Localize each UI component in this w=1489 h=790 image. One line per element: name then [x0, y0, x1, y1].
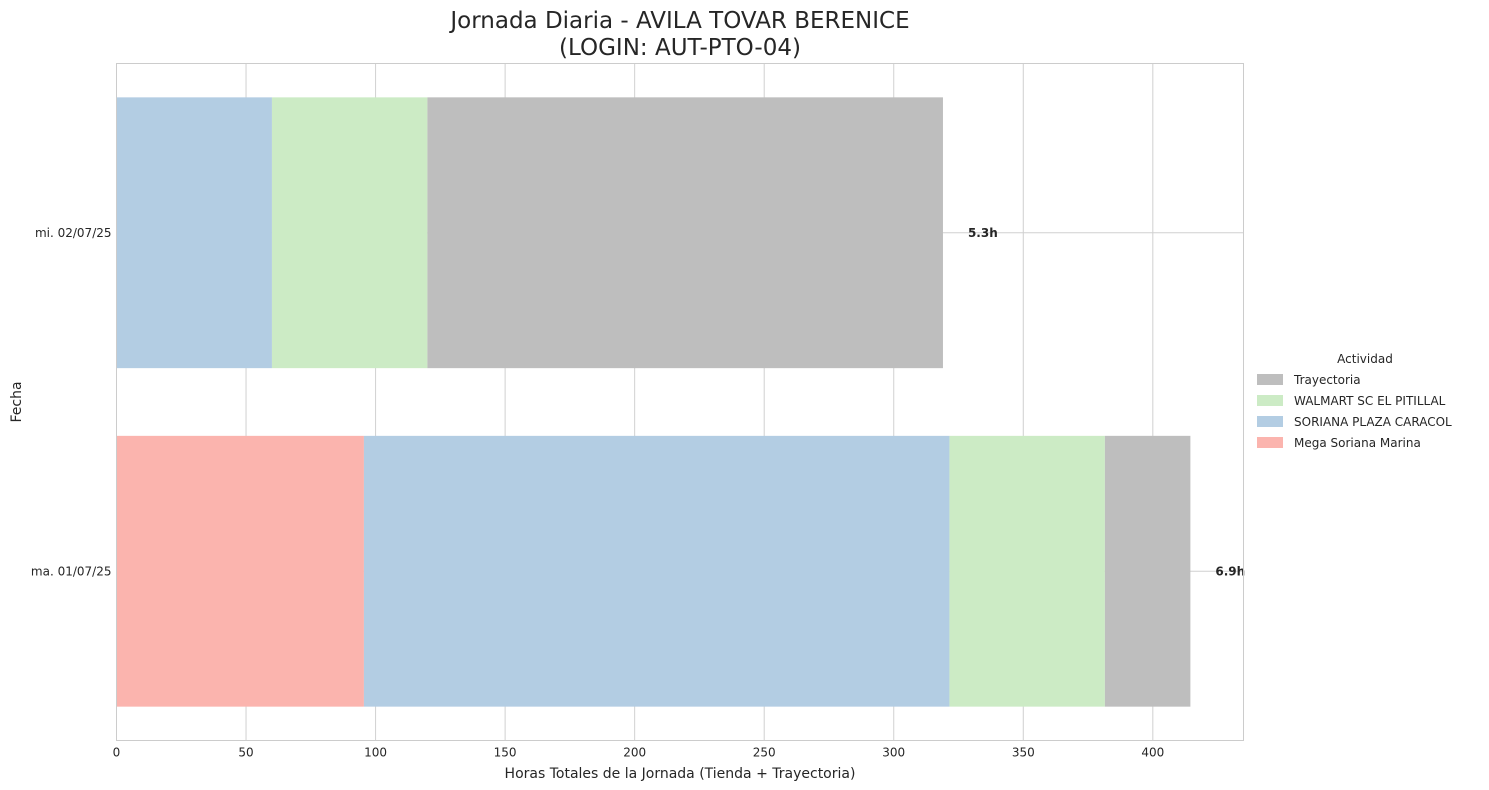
total-labels: 6.9h 5.3h [968, 226, 1245, 579]
bar-total-label: 5.3h [968, 226, 998, 240]
bar-total-label: 6.9h [1215, 564, 1245, 578]
x-tick-label: 150 [494, 746, 517, 760]
bar-soriana-plaza-caracol-1 [116, 97, 272, 369]
plot-frame [116, 63, 1244, 741]
chart-title-line-1: Jornada Diaria - AVILA TOVAR BERENICE [448, 8, 909, 34]
x-tick-label: 400 [1141, 746, 1164, 760]
legend-label: Trayectoria [1293, 373, 1361, 387]
bar-walmart-sc-el-pitillal-0 [949, 435, 1105, 707]
x-tick-label: 0 [113, 746, 121, 760]
bar-walmart-sc-el-pitillal-1 [271, 97, 428, 369]
legend-swatch [1257, 416, 1283, 427]
bar-mega-soriana-marina-0 [116, 435, 364, 707]
x-tick-label: 250 [753, 746, 776, 760]
x-tick-label: 100 [364, 746, 387, 760]
legend-title: Actividad [1337, 352, 1393, 366]
y-tick-label: mi. 02/07/25 [35, 226, 112, 240]
legend-swatch [1257, 374, 1283, 385]
legend: Actividad Trayectoria WALMART SC EL PITIL… [1257, 352, 1452, 450]
bar-trayectoria-0 [1104, 435, 1191, 707]
bar-soriana-plaza-caracol-0 [363, 435, 950, 707]
x-tick-label: 50 [238, 746, 253, 760]
legend-label: SORIANA PLAZA CARACOL [1294, 415, 1452, 429]
legend-swatch [1257, 437, 1283, 448]
x-tick-label: 300 [882, 746, 905, 760]
y-tick-labels: ma. 01/07/25 mi. 02/07/25 [31, 226, 112, 579]
legend-label: Mega Soriana Marina [1294, 436, 1421, 450]
y-axis-label: Fecha [9, 381, 25, 422]
bar-trayectoria-1 [427, 97, 943, 369]
x-tick-label: 200 [623, 746, 646, 760]
bars [116, 97, 1191, 707]
x-axis-label: Horas Totales de la Jornada (Tienda + Tr… [505, 766, 856, 782]
chart-title-line-2: (LOGIN: AUT-PTO-04) [559, 35, 801, 61]
y-tick-label: ma. 01/07/25 [31, 564, 112, 578]
x-tick-labels: 0 50 100 150 200 250 300 350 400 [113, 746, 1165, 760]
legend-swatch [1257, 395, 1283, 406]
x-tick-label: 350 [1012, 746, 1035, 760]
legend-label: WALMART SC EL PITILLAL [1294, 394, 1446, 408]
